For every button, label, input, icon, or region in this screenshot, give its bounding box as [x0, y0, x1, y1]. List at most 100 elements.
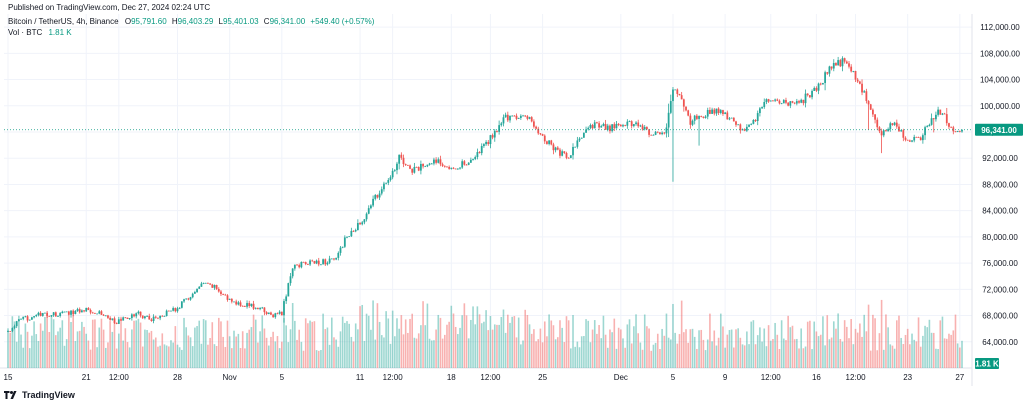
candle-body — [958, 130, 961, 132]
volume-bar — [211, 322, 214, 368]
candle-body — [837, 60, 840, 66]
candle-body — [439, 159, 442, 165]
candle-body — [17, 319, 20, 322]
volume-bar — [648, 328, 650, 368]
volume-bar — [652, 344, 655, 368]
candle-body — [46, 312, 49, 316]
chart-canvas[interactable]: 64,000.00 68,000.00 72,000.00 76,000.00 80,0… — [0, 14, 1024, 386]
volume-bar — [902, 343, 905, 368]
volume-bar — [187, 335, 190, 368]
volume-bar — [322, 313, 324, 368]
volume-bar — [191, 346, 194, 368]
volume-bar — [141, 346, 144, 368]
candle-body — [748, 124, 750, 127]
candle-body — [335, 257, 338, 260]
volume-bar — [446, 324, 448, 368]
volume-bar — [780, 320, 783, 368]
volume-bar — [113, 318, 116, 368]
candle-body — [189, 297, 192, 300]
volume-bar — [276, 336, 279, 368]
candle-body — [569, 155, 572, 158]
price-chart[interactable]: 64,000.00 68,000.00 72,000.00 76,000.00 80,0… — [0, 14, 1024, 386]
candle-body — [250, 303, 253, 307]
volume-bar — [330, 317, 333, 368]
candle-body — [248, 303, 251, 307]
candle-body — [806, 93, 809, 96]
volume-bar — [672, 303, 674, 368]
time-tick-label: 21 — [82, 373, 91, 382]
volume-bar — [20, 334, 22, 368]
volume-bar — [26, 331, 29, 368]
time-tick-label: 28 — [173, 373, 182, 382]
candle-body — [754, 119, 757, 122]
volume-bar — [387, 318, 390, 368]
volume-bar — [294, 320, 296, 368]
candle-body — [593, 122, 596, 129]
candle-body — [576, 140, 579, 147]
candle-body — [632, 124, 635, 127]
candle-body — [306, 264, 309, 265]
candle-body — [393, 170, 396, 171]
candle-body — [402, 157, 405, 165]
volume-bar — [613, 318, 616, 368]
candle-body — [515, 115, 518, 119]
candle-body — [776, 99, 779, 101]
volume-bar — [37, 341, 40, 368]
candle-body — [387, 180, 390, 183]
candle-body — [411, 168, 414, 173]
volume-bar — [231, 348, 233, 368]
candle-body — [939, 109, 942, 115]
volume-bar — [591, 329, 594, 368]
volume-bar — [18, 315, 20, 368]
candle-body — [220, 291, 222, 294]
volume-bar — [500, 317, 503, 368]
time-tick-label: 23 — [903, 373, 912, 382]
candle-body — [704, 116, 707, 118]
candle-body — [104, 315, 107, 317]
volume-bar — [183, 317, 185, 368]
candle-body — [146, 315, 148, 317]
candle-body — [120, 319, 122, 321]
candle-body — [926, 126, 929, 128]
candle-body — [89, 309, 92, 313]
candle-body — [296, 264, 298, 266]
volume-bar — [719, 313, 722, 368]
volume-bar — [765, 346, 768, 368]
candle-body — [350, 230, 353, 237]
volume-bar — [674, 332, 676, 368]
volume-bar — [637, 333, 640, 368]
volume-bar — [261, 315, 264, 368]
candle-body — [52, 312, 55, 316]
volume-bar — [793, 339, 796, 368]
volume-bar — [800, 328, 802, 368]
open-value: 95,791.60 — [131, 17, 167, 26]
candle-body — [524, 115, 527, 117]
candle-body — [556, 147, 559, 150]
volume-bar — [945, 338, 948, 368]
volume-bar — [956, 343, 959, 368]
candle-body — [70, 310, 72, 315]
volume-bar — [357, 329, 359, 368]
candle-body — [11, 328, 14, 332]
volume-bar — [546, 336, 548, 368]
volume-bar — [898, 315, 900, 368]
volume-bar — [300, 341, 303, 368]
candle-body — [654, 131, 657, 135]
volume-bar — [887, 327, 889, 368]
volume-bar — [398, 328, 400, 368]
candle-body — [839, 60, 842, 67]
candle-body — [215, 284, 218, 290]
candle-body — [298, 265, 301, 268]
volume-bar — [430, 340, 433, 368]
candle-body — [648, 129, 650, 135]
volume-bar — [426, 303, 429, 368]
volume-bar — [85, 333, 88, 368]
candle-body — [858, 81, 861, 84]
volume-bar — [96, 347, 98, 368]
volume-bar — [341, 316, 344, 368]
volume-bar — [859, 323, 861, 368]
volume-bar — [35, 334, 38, 368]
candle-body — [874, 114, 876, 120]
volume-bar — [906, 328, 909, 368]
volume-bar — [839, 338, 842, 368]
